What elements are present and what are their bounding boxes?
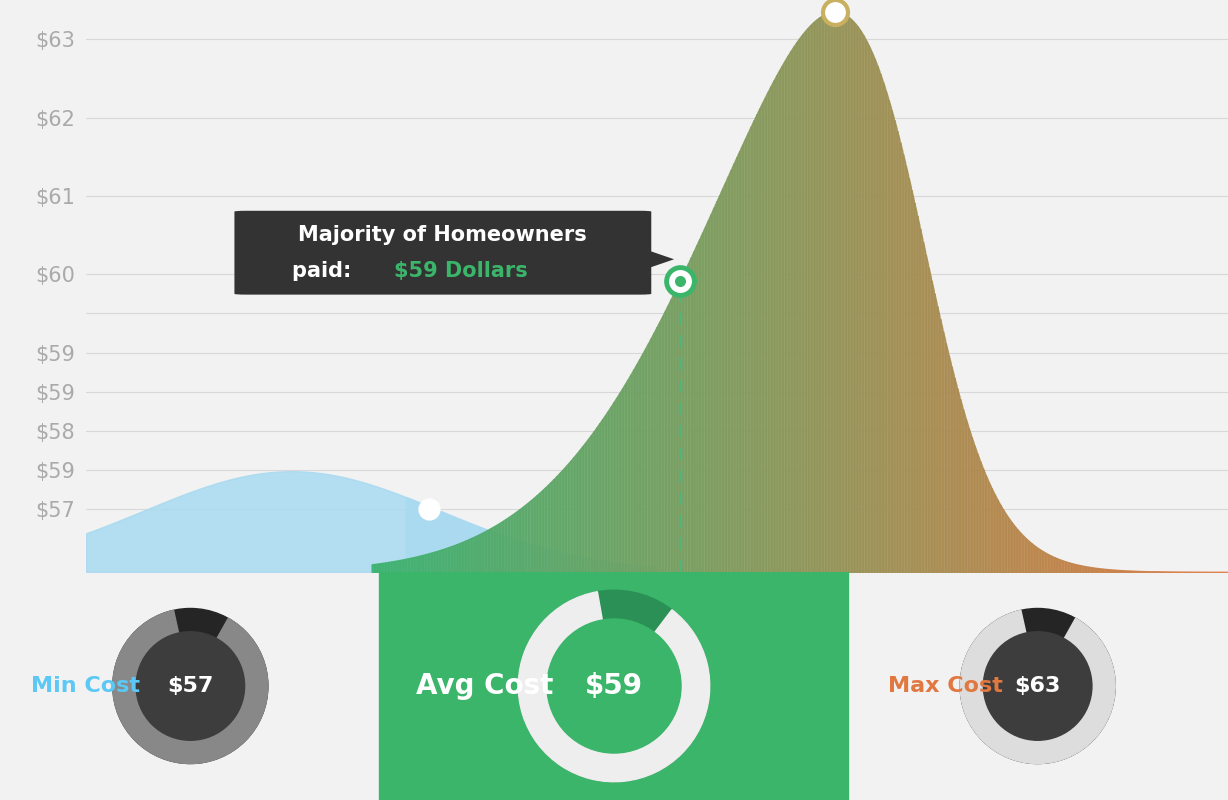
Circle shape <box>518 590 710 782</box>
Text: Majority of Homeowners: Majority of Homeowners <box>298 225 587 245</box>
Text: Avg Cost: Avg Cost <box>416 672 554 700</box>
Wedge shape <box>113 610 268 763</box>
Polygon shape <box>640 247 674 271</box>
Text: Max Cost: Max Cost <box>888 676 1003 696</box>
Text: $59 Dollars: $59 Dollars <box>394 261 528 281</box>
Text: $59: $59 <box>585 672 643 700</box>
Wedge shape <box>960 610 1115 763</box>
Text: $63: $63 <box>1014 676 1061 696</box>
Circle shape <box>113 609 268 763</box>
Circle shape <box>546 619 682 753</box>
FancyBboxPatch shape <box>235 210 651 294</box>
Text: $57: $57 <box>167 676 214 696</box>
Text: Min Cost: Min Cost <box>32 676 140 696</box>
Wedge shape <box>518 592 710 782</box>
Text: paid:: paid: <box>291 261 359 281</box>
Circle shape <box>960 609 1115 763</box>
FancyBboxPatch shape <box>378 494 850 800</box>
Circle shape <box>984 632 1092 740</box>
Circle shape <box>136 632 244 740</box>
